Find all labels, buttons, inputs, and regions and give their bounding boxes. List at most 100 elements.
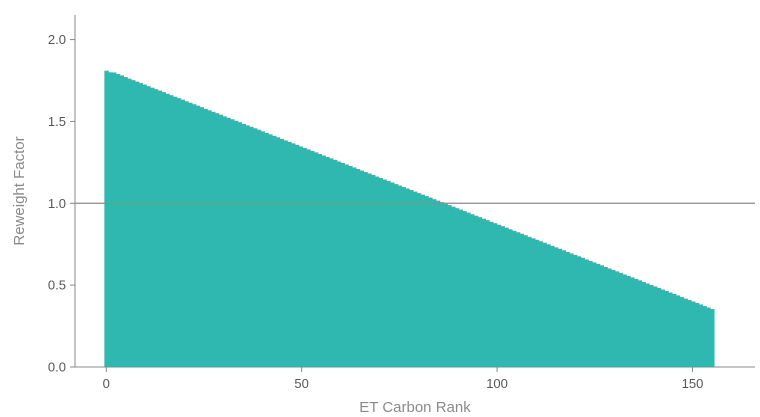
bar [618, 272, 624, 367]
bar [241, 123, 246, 368]
bar [588, 260, 593, 367]
bar [649, 284, 654, 367]
bar [512, 230, 517, 367]
bar [412, 191, 418, 367]
bar [359, 170, 365, 367]
bar [496, 224, 502, 367]
bar [264, 132, 269, 367]
bar [176, 98, 182, 368]
bar [195, 105, 201, 367]
bar [268, 134, 273, 367]
bar [462, 211, 467, 367]
bar [165, 93, 170, 367]
y-axis-title: Reweight Factor [11, 136, 28, 245]
bar [710, 309, 715, 367]
bar [569, 253, 574, 367]
bar [633, 278, 639, 367]
bar [374, 176, 380, 367]
x-tick-label: 50 [294, 376, 308, 391]
bar [580, 257, 585, 367]
bar [576, 256, 582, 367]
bar [599, 265, 605, 367]
bar [515, 232, 521, 367]
bar [481, 218, 486, 367]
bar [344, 164, 349, 367]
bar [416, 193, 422, 367]
bar [500, 226, 505, 367]
bar [508, 229, 513, 367]
bar [199, 107, 205, 368]
bar [108, 72, 113, 368]
bar [557, 248, 563, 367]
bar [584, 259, 589, 367]
bar [226, 117, 231, 367]
bar [660, 289, 665, 367]
bar [401, 187, 406, 367]
bar [470, 214, 475, 367]
bar [321, 155, 326, 367]
bar [565, 251, 570, 367]
bar [611, 269, 616, 367]
bar [386, 181, 391, 367]
bar [271, 135, 277, 367]
bar [614, 271, 620, 367]
bar [458, 209, 464, 367]
bar [439, 202, 445, 367]
bar [317, 154, 323, 367]
bar [428, 197, 433, 367]
bar [150, 87, 155, 367]
bar [287, 141, 292, 367]
bar [306, 149, 311, 367]
bar [279, 138, 285, 367]
bar [252, 128, 258, 367]
bar [157, 90, 163, 367]
bar [298, 146, 304, 367]
bar [302, 147, 307, 367]
bar [211, 111, 216, 367]
bar [348, 165, 353, 367]
bar [447, 205, 452, 367]
bar [527, 236, 532, 367]
bar [111, 72, 117, 367]
y-tick-label: 0.0 [48, 360, 66, 375]
bar [214, 113, 220, 367]
bar [420, 194, 425, 367]
bar [207, 110, 212, 367]
bar [546, 244, 551, 367]
bar [294, 144, 300, 367]
bar [131, 80, 136, 367]
bar [336, 161, 342, 367]
bar [504, 227, 509, 367]
bar [325, 156, 330, 367]
bar [378, 178, 384, 367]
bar [691, 301, 696, 367]
bar [492, 223, 498, 367]
bar [382, 179, 387, 367]
bar [489, 221, 494, 367]
bar [184, 101, 189, 367]
bar [698, 304, 704, 367]
bar [169, 95, 174, 367]
bar [351, 167, 357, 367]
bar [561, 250, 566, 367]
bar [553, 247, 559, 367]
x-tick-label: 100 [486, 376, 508, 391]
bar [313, 152, 319, 367]
y-ticks: 0.0 0.5 1.0 1.5 2.0 [48, 32, 75, 375]
bar [706, 307, 711, 367]
y-tick-label: 1.0 [48, 196, 66, 211]
bar [485, 220, 490, 367]
bar [451, 206, 456, 367]
bar [626, 275, 631, 367]
bar [675, 295, 681, 367]
bar [656, 287, 662, 367]
bar [233, 120, 239, 367]
bar [134, 81, 140, 367]
bar [275, 137, 281, 367]
bar [355, 169, 361, 367]
bar [519, 233, 525, 367]
bar [538, 241, 544, 367]
bar [230, 119, 235, 367]
y-tick-label: 2.0 [48, 32, 66, 47]
